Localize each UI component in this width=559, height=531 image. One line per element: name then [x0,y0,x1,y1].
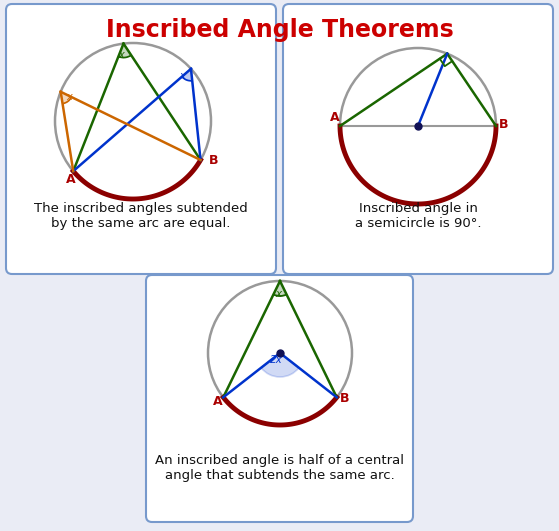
Text: x: x [179,71,185,81]
Text: x: x [66,92,72,102]
Text: 2x: 2x [269,355,282,365]
Text: Inscribed angle in
a semicircle is 90°.: Inscribed angle in a semicircle is 90°. [355,202,481,230]
Wedge shape [261,353,299,377]
Polygon shape [182,69,192,81]
Text: B: B [499,118,509,131]
Text: A: A [67,173,76,186]
Text: B: B [340,392,349,405]
Polygon shape [61,92,72,104]
Text: x: x [275,289,281,299]
FancyBboxPatch shape [283,4,553,274]
FancyBboxPatch shape [146,275,413,522]
Text: x: x [119,49,124,59]
Text: A: A [214,395,223,408]
Text: B: B [209,154,218,167]
FancyBboxPatch shape [6,4,276,274]
Text: Inscribed Angle Theorems: Inscribed Angle Theorems [106,18,453,42]
Text: A: A [330,111,340,124]
Polygon shape [119,44,131,57]
Text: The inscribed angles subtended
by the same arc are equal.: The inscribed angles subtended by the sa… [34,202,248,230]
Text: An inscribed angle is half of a central
angle that subtends the same arc.: An inscribed angle is half of a central … [155,454,404,482]
Polygon shape [273,281,287,296]
